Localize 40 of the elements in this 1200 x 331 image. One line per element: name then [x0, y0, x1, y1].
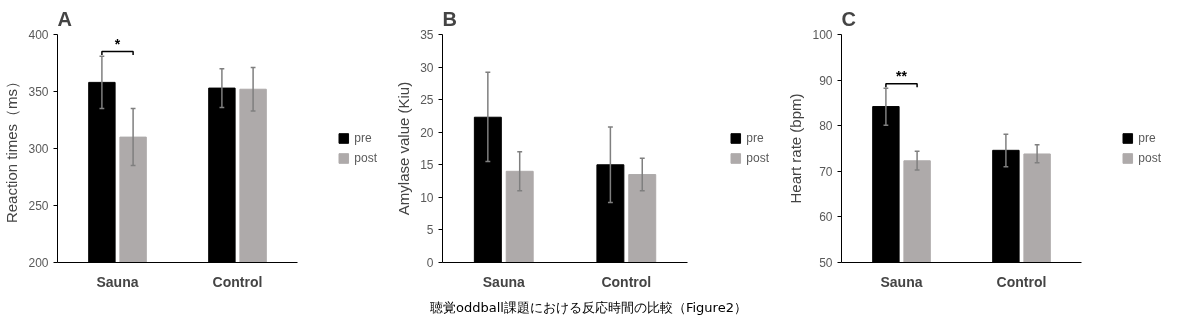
y-axis-title: Reaction times（ms）	[3, 73, 21, 224]
legend-label: post	[1138, 151, 1161, 165]
x-tick-label: Control	[601, 273, 652, 290]
chart-title: B	[442, 7, 457, 30]
legend-label: pre	[1138, 131, 1157, 145]
y-tick-label: 250	[28, 199, 49, 213]
legend-label: pre	[746, 131, 765, 145]
y-tick-label: 25	[420, 93, 434, 108]
y-tick-label: 70	[819, 164, 833, 179]
y-tick-label: 400	[28, 28, 49, 42]
y-tick-label: 5	[426, 223, 434, 238]
annotation: *	[114, 35, 121, 52]
legend-label: pre	[354, 131, 373, 145]
y-tick-label: 80	[819, 119, 833, 134]
y-tick-label: 90	[819, 73, 833, 88]
x-tick-label: Control	[212, 273, 263, 290]
chart-title: C	[841, 7, 856, 30]
x-tick-label: Sauna	[482, 273, 525, 290]
legend-label: post	[746, 151, 769, 165]
annotation: **	[896, 67, 908, 84]
legend-label: post	[354, 151, 377, 165]
y-tick-label: 30	[420, 60, 434, 75]
y-tick-label: 10	[420, 190, 434, 205]
y-tick-label: 50	[819, 256, 833, 270]
y-tick-label: 15	[420, 158, 434, 173]
x-tick-label: Sauna	[880, 273, 923, 290]
chart-title: A	[57, 7, 72, 30]
y-tick-label: 350	[28, 85, 49, 99]
x-tick-label: Sauna	[96, 273, 139, 290]
y-tick-label: 200	[28, 256, 49, 270]
y-tick-label: 20	[420, 125, 434, 140]
x-tick-label: Control	[996, 273, 1047, 290]
y-tick-label: 0	[426, 256, 434, 270]
y-tick-label: 100	[812, 28, 833, 42]
text: 聴覚oddball課題における反応時間の比較（Figure2）	[430, 300, 747, 315]
y-tick-label: 300	[28, 142, 49, 156]
y-axis-title: Amylase value (Kiu)	[395, 81, 413, 216]
y-tick-label: 60	[819, 210, 833, 225]
y-tick-label: 35	[420, 28, 434, 42]
y-axis-title: Heart rate (bpm)	[787, 93, 805, 204]
